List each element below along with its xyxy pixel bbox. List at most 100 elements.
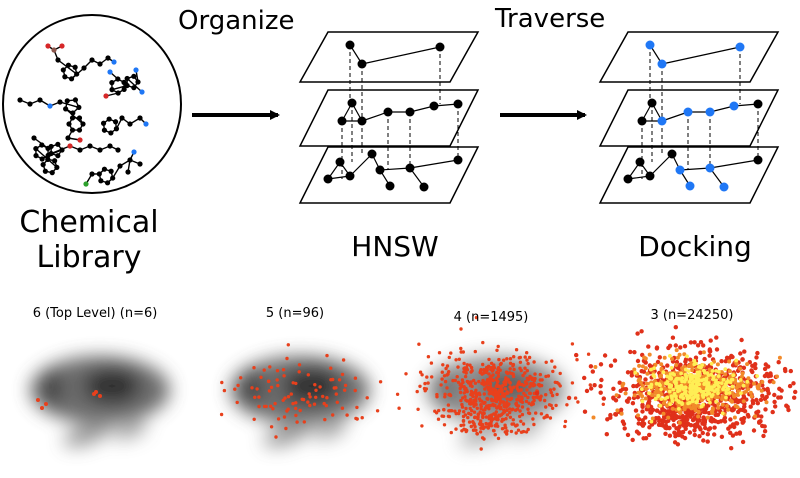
atom <box>108 130 114 136</box>
atom <box>69 115 76 121</box>
highlight-point <box>504 370 509 374</box>
heat-point <box>726 407 731 412</box>
highlight-point <box>474 428 478 432</box>
highlight-point <box>282 415 287 419</box>
atom <box>108 168 114 174</box>
heat-point <box>740 357 745 362</box>
highlight-point <box>442 423 447 427</box>
heat-point <box>730 377 735 382</box>
heat-point <box>742 349 747 354</box>
highlight-point <box>525 382 529 386</box>
highlight-point <box>439 383 443 387</box>
heat-point <box>760 380 765 384</box>
heat-point <box>692 432 697 438</box>
atom <box>111 59 117 65</box>
heat-point <box>756 386 761 391</box>
highlight-point <box>514 348 519 352</box>
heat-point <box>625 432 631 438</box>
heat-point <box>709 386 714 391</box>
highlight-point <box>508 397 512 402</box>
highlight-point <box>445 386 449 390</box>
highlight-point <box>415 389 419 394</box>
atom <box>115 76 121 82</box>
heat-point <box>636 421 641 426</box>
highlight-point <box>236 383 240 388</box>
heat-point <box>771 380 776 385</box>
atom <box>49 170 55 176</box>
highlight-point <box>446 414 451 418</box>
heat-point <box>742 390 747 395</box>
highlight-point <box>478 410 482 414</box>
heat-point <box>683 385 688 390</box>
highlight-point <box>474 394 479 398</box>
heat-point <box>739 417 744 422</box>
atom <box>87 143 93 149</box>
heat-point <box>673 434 678 439</box>
highlight-point <box>482 437 486 441</box>
heat-point <box>659 397 664 401</box>
highlight-point <box>511 374 516 379</box>
heat-point <box>705 381 709 386</box>
highlight-point <box>495 370 499 375</box>
highlight-point <box>291 401 295 406</box>
heat-point <box>604 432 609 437</box>
highlight-point <box>331 413 335 417</box>
heat-point <box>591 415 596 420</box>
background-cloud <box>30 356 170 447</box>
heat-point <box>722 385 726 389</box>
highlight-point <box>525 388 529 392</box>
highlight-point <box>271 407 275 411</box>
highlight-point <box>440 414 444 418</box>
highlight-point <box>466 380 470 384</box>
highlight-point <box>295 420 299 424</box>
heat-point <box>741 383 746 388</box>
atom <box>133 67 139 73</box>
highlight-point <box>340 406 345 410</box>
highlight-point <box>469 365 474 370</box>
highlight-point <box>444 366 448 371</box>
panel-title-level-6: 6 (Top Level) (n=6) <box>32 306 158 321</box>
graph-node <box>367 149 377 159</box>
heat-point <box>696 409 701 414</box>
highlight-point <box>334 386 338 390</box>
highlight-point <box>462 361 466 366</box>
highlight-point <box>487 372 491 376</box>
highlight-point <box>36 398 40 402</box>
highlight-point <box>474 397 478 401</box>
heat-point <box>745 379 750 384</box>
highlight-point <box>449 351 453 355</box>
highlight-point <box>514 424 518 428</box>
highlight-point <box>461 396 465 400</box>
heat-point <box>656 390 661 395</box>
heat-point <box>649 419 654 424</box>
highlight-point <box>502 358 506 362</box>
highlight-point <box>487 417 491 421</box>
molecule-4 <box>100 115 149 136</box>
highlight-point <box>503 382 508 387</box>
chemical-library-label: Chemical Library <box>0 205 178 275</box>
heat-point <box>683 359 688 364</box>
atom <box>76 115 83 121</box>
chemical-library-label-line2: Library <box>36 239 142 275</box>
heat-point <box>787 383 793 389</box>
density-panel-6 <box>30 356 170 447</box>
highlight-point <box>460 405 465 409</box>
heat-point <box>641 436 646 441</box>
heat-point <box>640 364 645 369</box>
highlight-point <box>308 395 312 399</box>
highlight-point <box>297 363 302 367</box>
heat-point <box>739 337 744 343</box>
highlight-point <box>520 405 525 409</box>
highlight-point <box>491 378 495 383</box>
graph-edge <box>649 153 673 177</box>
heat-point <box>770 409 775 415</box>
atom <box>54 164 60 170</box>
atom <box>115 147 121 153</box>
atom <box>89 171 95 177</box>
highlight-point <box>449 430 453 435</box>
heat-point <box>706 397 711 402</box>
atom <box>77 137 83 143</box>
highlight-point <box>473 425 477 429</box>
heat-point <box>599 377 604 383</box>
highlight-point <box>456 380 461 384</box>
